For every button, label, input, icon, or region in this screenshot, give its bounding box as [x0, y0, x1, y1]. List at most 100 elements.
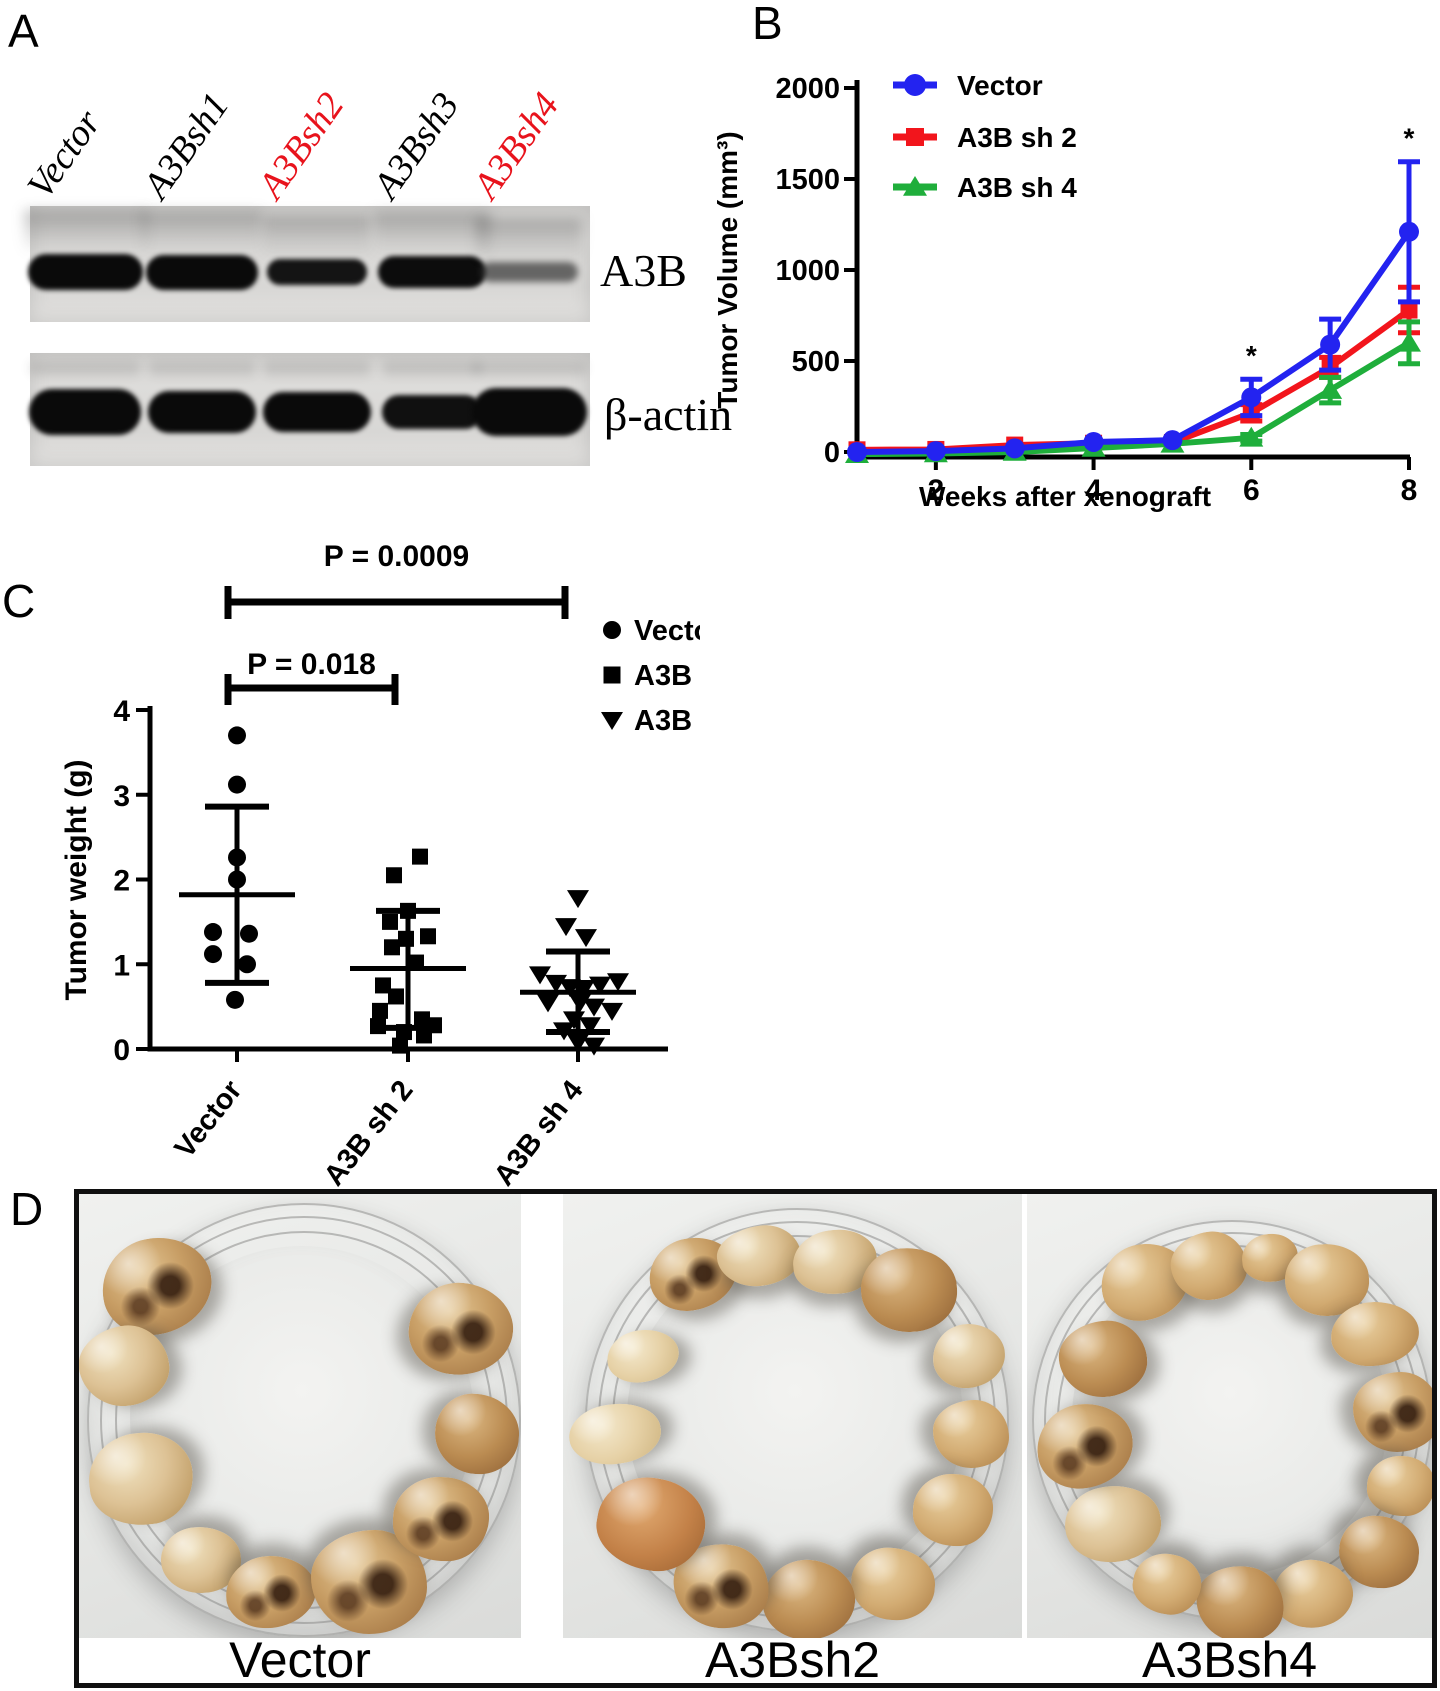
panel-b-label: B [752, 0, 783, 49]
x-tick-label: A3B sh 2 [318, 1075, 420, 1190]
data-point [416, 1027, 432, 1044]
band-ghost [263, 361, 371, 375]
tumor-dish-photo [79, 1194, 521, 1638]
data-point [382, 913, 398, 930]
protein-band [29, 389, 141, 435]
data-point [375, 977, 391, 994]
protein-band [27, 254, 143, 290]
lane-label: A3Bsh3 [365, 85, 468, 207]
dish-label: A3Bsh4 [1141, 1632, 1318, 1688]
data-point [553, 1022, 575, 1041]
data-point [1241, 387, 1262, 408]
x-axis-label: Weeks after xenograft [919, 481, 1211, 512]
western-blot-a3b [23, 206, 590, 322]
protein-band [382, 395, 482, 429]
data-point [1318, 379, 1343, 399]
legend-label: A3B sh 2 [634, 660, 700, 692]
tumor-dish-photo [563, 1194, 1022, 1638]
lane-label: A3Bsh2 [250, 85, 353, 207]
blot-label-a3b: A3B [600, 245, 687, 296]
data-point [583, 1037, 605, 1056]
data-point [412, 848, 428, 865]
data-point [228, 726, 246, 745]
data-point [563, 1011, 585, 1030]
data-point [228, 870, 246, 889]
panel-c-label: C [2, 575, 36, 627]
protein-band [146, 254, 258, 290]
lane-label: A3Bsh4 [465, 85, 568, 207]
p-value-label: P = 0.018 [247, 648, 376, 681]
data-point [204, 945, 222, 964]
data-point [1239, 426, 1264, 447]
band-ghost [382, 361, 482, 375]
legend-label: Vector [634, 615, 700, 647]
significance-asterisk: * [1404, 123, 1415, 154]
data-point [228, 775, 246, 794]
legend-label: Vector [957, 70, 1043, 101]
data-point [204, 923, 222, 942]
data-point [228, 848, 246, 867]
data-point [1004, 438, 1025, 459]
data-point [573, 979, 595, 998]
data-point [388, 988, 404, 1005]
data-point [420, 928, 436, 945]
blot-label-beta-actin: β-actin [604, 389, 733, 440]
data-point [1162, 430, 1183, 451]
data-point [400, 902, 416, 919]
protein-band [263, 392, 371, 432]
band-ghost [471, 361, 587, 375]
y-tick-label: 1000 [775, 255, 840, 287]
protein-band [480, 262, 578, 282]
data-point [1398, 221, 1419, 242]
band-smear [263, 215, 371, 259]
x-tick-label: 8 [1401, 474, 1418, 507]
y-axis-label: Tumor weight (g) [60, 759, 93, 1000]
data-point [537, 994, 559, 1013]
protein-band [471, 388, 587, 436]
data-point [607, 973, 629, 992]
dish-label: A3Bsh2 [704, 1632, 881, 1688]
x-tick-label: Vector [169, 1075, 249, 1165]
band-smear [23, 210, 147, 254]
tumor-volume-line-chart: 0 500 1000 1500 2000 2 4 6 8 Tumor Volume (mm³) We… [712, 70, 1421, 512]
band-smear [476, 218, 582, 262]
tumor-blob [1353, 1372, 1432, 1452]
tumor-dish-photo [1027, 1194, 1432, 1638]
data-point [240, 924, 258, 943]
band-ghost [29, 361, 141, 375]
data-point [1083, 431, 1104, 452]
y-tick-label: 4 [113, 695, 130, 728]
lane-label: A3Bsh1 [135, 85, 238, 207]
x-tick-label: A3B sh 4 [488, 1075, 590, 1190]
data-point [384, 939, 400, 956]
data-point [386, 867, 402, 884]
x-tick-label: 2 [928, 474, 945, 507]
x-tick-label: 6 [1243, 474, 1260, 507]
data-point [392, 1037, 408, 1054]
band-smear [142, 210, 262, 255]
panel-a-label: A [8, 5, 39, 57]
legend-label: A3B sh 4 [634, 705, 700, 737]
data-point [589, 976, 611, 995]
protein-band [148, 391, 256, 433]
y-tick-label: 2 [113, 865, 130, 898]
protein-band [378, 256, 486, 288]
data-point [575, 929, 597, 948]
dish-label: Vector [229, 1632, 371, 1688]
data-point [396, 1024, 412, 1041]
data-point [238, 955, 256, 974]
data-point [226, 990, 244, 1009]
petri-dish-ring [87, 1203, 521, 1637]
legend-marker [906, 128, 924, 146]
legend-label: A3B sh 4 [957, 172, 1077, 203]
y-tick-label: 1500 [775, 164, 840, 196]
data-point [372, 1002, 388, 1019]
legend-marker [603, 666, 621, 684]
y-tick-label: 500 [792, 346, 840, 378]
data-point [1400, 301, 1418, 319]
legend-marker [601, 712, 623, 730]
legend-marker [603, 621, 621, 639]
y-tick-label: 0 [113, 1034, 130, 1067]
band-smear [374, 212, 490, 256]
p-value-label: P = 0.0009 [324, 540, 469, 573]
